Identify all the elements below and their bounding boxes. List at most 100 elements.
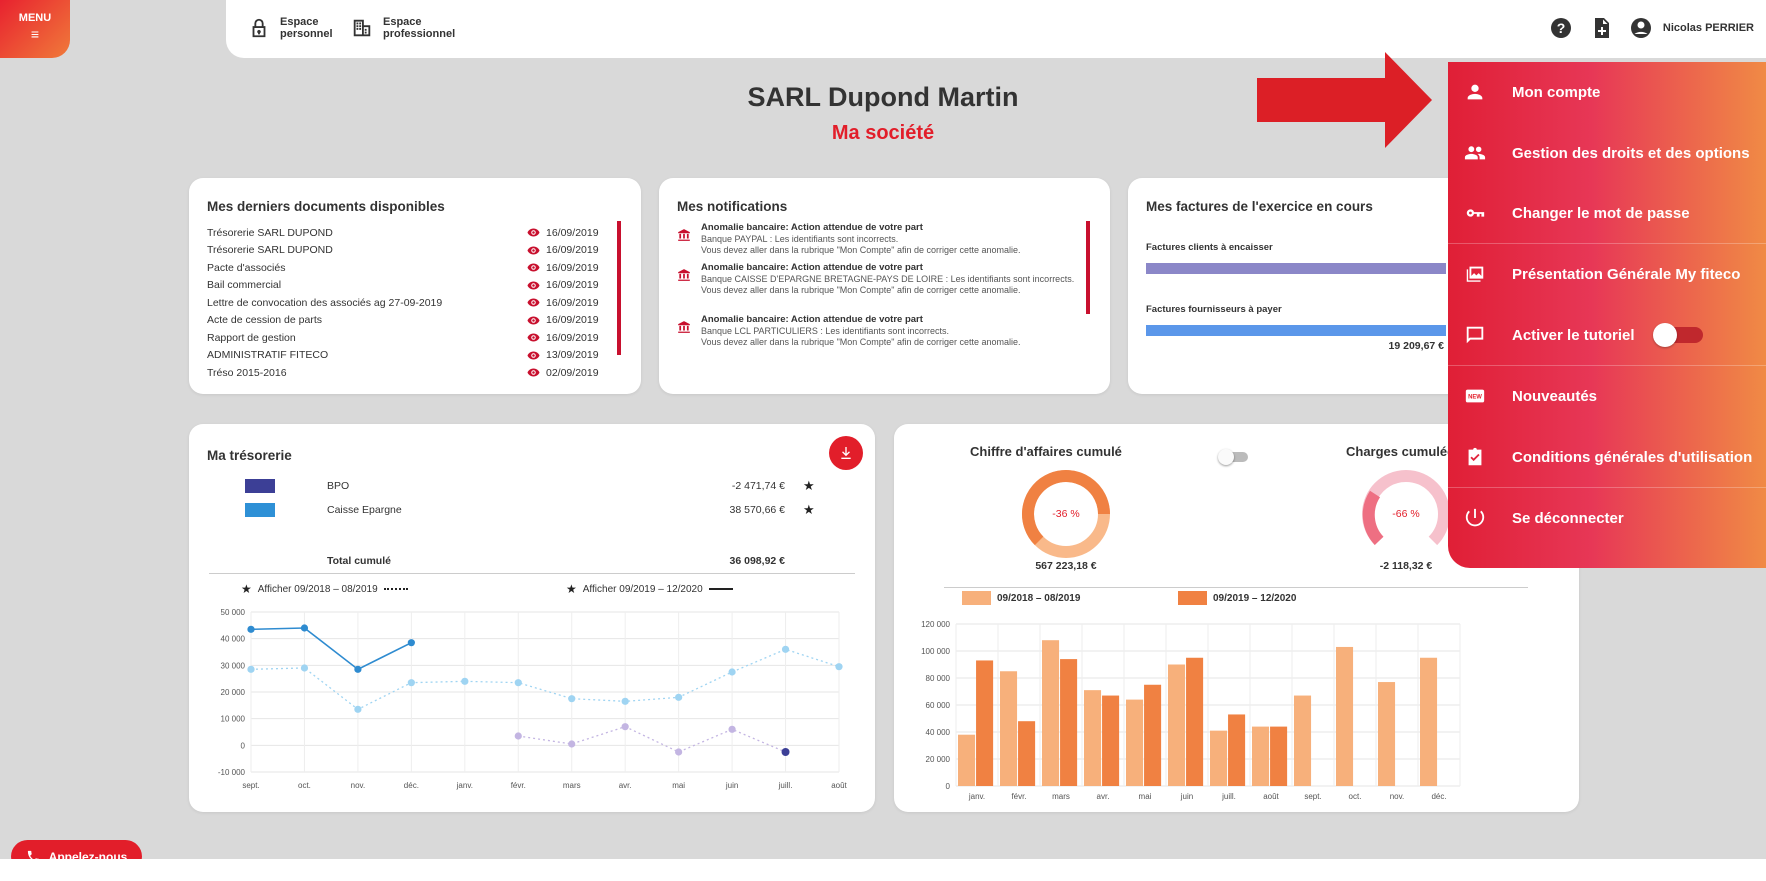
eye-icon[interactable] (527, 281, 540, 290)
document-item[interactable]: Acte de cession de parts 16/09/2019 (207, 312, 603, 330)
notifications-title: Mes notifications (677, 199, 788, 214)
notification-heading: Anomalie bancaire: Action attendue de vo… (701, 222, 923, 233)
eye-icon[interactable] (527, 228, 540, 237)
notifications-card: Mes notifications Anomalie bancaire: Act… (659, 178, 1110, 394)
dropdown-item-label: Mon compte (1512, 83, 1601, 101)
comparison-toggle[interactable] (1218, 449, 1248, 465)
star-icon[interactable]: ★ (803, 502, 815, 517)
eye-icon[interactable] (527, 263, 540, 272)
dropdown-item-power[interactable]: Se déconnecter (1448, 488, 1766, 548)
account-name: BPO (327, 480, 350, 492)
x-tick-label: oct. (1349, 792, 1362, 801)
document-item[interactable]: Lettre de convocation des associés ag 27… (207, 294, 603, 312)
eye-icon[interactable] (527, 298, 540, 307)
dropdown-item-key[interactable]: Changer le mot de passe (1448, 183, 1766, 243)
dropdown-item-chat[interactable]: Activer le tutoriel (1448, 305, 1766, 365)
company-subtitle: Ma société (831, 122, 935, 144)
account-row[interactable]: Caisse Epargne 38 570,66 € ★ (209, 502, 829, 519)
data-point (407, 679, 415, 687)
eye-icon[interactable] (527, 368, 540, 377)
dropdown-item-new[interactable]: NEW Nouveautés (1448, 366, 1766, 426)
y-tick-label: 20 000 (221, 688, 246, 697)
document-item[interactable]: Trésorerie SARL DUPOND 16/09/2019 (207, 242, 603, 260)
tutorial-toggle[interactable] (1652, 323, 1703, 347)
dropdown-item-people[interactable]: Gestion des droits et des options (1448, 123, 1766, 183)
bar (1018, 721, 1036, 786)
data-point (728, 668, 736, 676)
divider (209, 573, 855, 574)
document-item[interactable]: Tréso 2015-2016 02/09/2019 (207, 364, 603, 382)
menu-button[interactable]: MENU ≡ (0, 0, 70, 58)
add-document-icon[interactable] (1589, 16, 1613, 40)
bar (1252, 726, 1270, 786)
espace-personnel-link[interactable]: Espace personnel (248, 16, 333, 40)
building-icon (353, 19, 371, 37)
dropdown-item-label: Présentation Générale My fiteco (1512, 265, 1741, 283)
x-tick-label: déc. (404, 781, 419, 790)
espace-professionnel-label: Espace professionnel (383, 16, 456, 40)
legend-prev-toggle[interactable]: ★ Afficher 09/2018 – 08/2019 (241, 582, 408, 596)
user-dropdown-menu: Mon compte Gestion des droits et des opti… (1448, 62, 1766, 568)
lock-icon (252, 18, 266, 38)
download-button[interactable] (829, 436, 863, 470)
notification-item[interactable]: Anomalie bancaire: Action attendue de vo… (677, 222, 1097, 257)
notification-item[interactable]: Anomalie bancaire: Action attendue de vo… (677, 262, 1097, 297)
dropdown-item-person[interactable]: Mon compte (1448, 62, 1766, 122)
dropdown-item-gallery[interactable]: Présentation Générale My fiteco (1448, 244, 1766, 304)
document-date: 02/09/2019 (546, 366, 599, 379)
document-name: Bail commercial (207, 279, 282, 292)
solid-line-swatch (708, 588, 733, 590)
document-item[interactable]: Bail commercial 16/09/2019 (207, 277, 603, 295)
account-color-swatch (245, 479, 275, 493)
dotted-line-swatch (383, 588, 408, 590)
x-tick-label: oct. (298, 781, 311, 790)
eye-icon[interactable] (527, 333, 540, 342)
data-point (354, 665, 362, 673)
legend-curr-toggle[interactable]: ★ Afficher 09/2019 – 12/2020 (566, 582, 733, 596)
legend-prev-label: Afficher 09/2018 – 08/2019 (257, 583, 378, 595)
data-point (247, 625, 255, 633)
eye-icon[interactable] (527, 246, 540, 255)
document-date: 16/09/2019 (546, 261, 599, 274)
notification-heading: Anomalie bancaire: Action attendue de vo… (701, 314, 923, 325)
eye-icon[interactable] (527, 351, 540, 360)
star-icon: ★ (566, 582, 577, 596)
legend-curr-item[interactable]: 09/2019 – 12/2020 (1178, 591, 1296, 605)
x-tick-label: juin (1180, 792, 1193, 801)
user-name[interactable]: Nicolas PERRIER (1662, 22, 1754, 34)
bar (1042, 640, 1060, 786)
x-tick-label: mars (563, 781, 581, 790)
x-tick-label: août (1263, 792, 1279, 801)
star-icon[interactable]: ★ (803, 478, 815, 493)
document-item[interactable]: Pacte d'associés 16/09/2019 (207, 259, 603, 277)
scrollbar[interactable] (1086, 221, 1090, 314)
dropdown-item-label: Changer le mot de passe (1512, 204, 1690, 222)
footer-strip (0, 859, 1766, 881)
bar (1102, 695, 1120, 786)
document-item[interactable]: ADMINISTRATIF FITECO 13/09/2019 (207, 347, 603, 365)
dropdown-item-label: Conditions générales d'utilisation (1512, 448, 1753, 466)
scrollbar[interactable] (617, 221, 621, 355)
account-amount: -2 471,74 € (731, 480, 785, 492)
espace-professionnel-link[interactable]: Espace professionnel (351, 16, 456, 40)
dropdown-item-label: Nouveautés (1512, 387, 1598, 405)
y-tick-label: 30 000 (221, 661, 246, 670)
legend-prev-item[interactable]: 09/2018 – 08/2019 (962, 591, 1080, 605)
document-item[interactable]: Trésorerie SARL DUPOND 16/09/2019 (207, 224, 603, 242)
dropdown-item-checklist[interactable]: Conditions générales d'utilisation (1448, 427, 1766, 487)
account-name: Caisse Epargne (327, 504, 402, 516)
ca-percentage: -36 % (1052, 508, 1080, 520)
bar (958, 734, 976, 786)
notification-item[interactable]: Anomalie bancaire: Action attendue de vo… (677, 314, 1097, 349)
bar (1420, 657, 1438, 786)
eye-icon[interactable] (527, 316, 540, 325)
help-icon[interactable]: ? (1549, 16, 1573, 40)
ca-bar-chart: 0 20 000 40 000 60 000 80 000 100 000 120 000 j… (921, 620, 1461, 801)
total-row: Total cumulé 36 098,92 € (209, 554, 829, 570)
x-tick-label: déc. (1431, 792, 1446, 801)
account-circle-icon[interactable] (1629, 16, 1653, 40)
document-item[interactable]: Rapport de gestion 16/09/2019 (207, 329, 603, 347)
suppliers-invoices-bar (1146, 325, 1446, 336)
account-row[interactable]: BPO -2 471,74 € ★ (209, 478, 829, 495)
document-date: 16/09/2019 (546, 296, 599, 309)
